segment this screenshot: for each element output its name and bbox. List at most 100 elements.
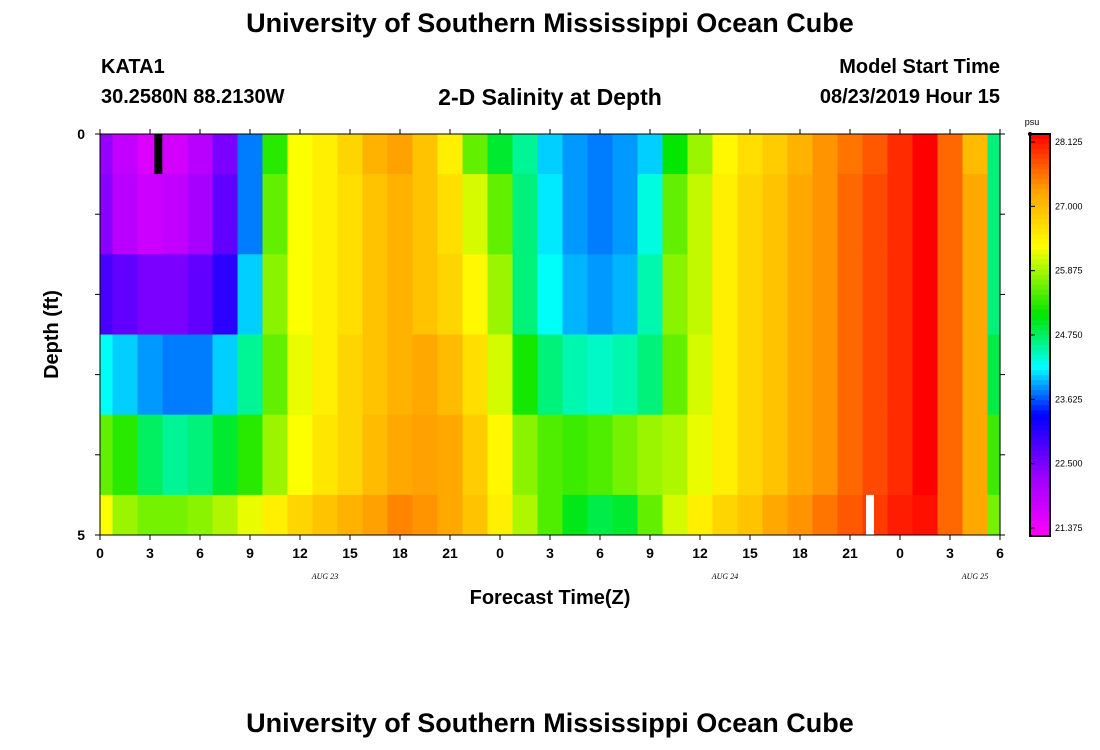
heatmap-cell xyxy=(637,174,664,255)
heatmap-cell xyxy=(637,334,664,416)
heatmap-cell xyxy=(637,134,664,175)
heatmap-cells xyxy=(100,134,1001,536)
x-tick-label: 21 xyxy=(842,545,858,561)
heatmap-cell xyxy=(737,254,764,335)
colorbar-segment xyxy=(1030,159,1050,165)
heatmap-cell xyxy=(437,174,464,255)
colorbar-segment xyxy=(1030,340,1050,346)
heatmap-cell xyxy=(387,334,414,416)
colorbar-segment xyxy=(1030,505,1050,512)
heatmap-cell xyxy=(512,334,539,416)
colorbar-segment xyxy=(1030,400,1050,406)
heatmap-cell xyxy=(962,334,989,416)
colorbar-segment xyxy=(1030,450,1050,457)
heatmap-cell xyxy=(762,254,789,335)
heatmap-cell xyxy=(987,494,1001,536)
heatmap-cell xyxy=(362,174,389,255)
colorbar-segment xyxy=(1030,480,1050,487)
x-tick-label: 6 xyxy=(996,545,1004,561)
heatmap-cell xyxy=(762,174,789,255)
colorbar-segment xyxy=(1030,500,1050,507)
colorbar-segment xyxy=(1030,460,1050,467)
heatmap-cell xyxy=(437,414,464,496)
y-tick-label: 5 xyxy=(77,527,85,543)
heatmap-cell xyxy=(212,494,239,536)
heatmap-cell xyxy=(787,174,814,255)
colorbar-unit-label: psu xyxy=(1025,117,1040,127)
colorbar-segment xyxy=(1030,279,1050,286)
heatmap-cell xyxy=(937,334,964,416)
colorbar-segment xyxy=(1030,249,1050,256)
heatmap-cell xyxy=(362,134,389,175)
heatmap-cell xyxy=(387,134,414,175)
heatmap-cell xyxy=(687,414,714,496)
heatmap-cell xyxy=(312,174,339,255)
x-date-label: AUG 25 xyxy=(961,572,988,581)
heatmap-cell xyxy=(637,414,664,496)
heatmap-cell xyxy=(212,334,239,416)
heatmap-cell xyxy=(937,254,964,335)
heatmap-cell xyxy=(112,174,139,255)
heatmap-cell xyxy=(537,414,564,496)
heatmap-cell xyxy=(437,134,464,175)
heatmap-cell xyxy=(862,414,889,496)
colorbar-segment xyxy=(1030,244,1050,251)
heatmap-cell xyxy=(812,494,839,536)
heatmap-cell xyxy=(562,414,589,496)
heatmap-cell xyxy=(987,174,1001,255)
x-tick-label: 18 xyxy=(392,545,408,561)
x-tick-label: 0 xyxy=(96,545,104,561)
heatmap-cell xyxy=(837,494,864,536)
heatmap-cell xyxy=(937,414,964,496)
heatmap-cell xyxy=(362,414,389,496)
heatmap-cell xyxy=(887,174,914,255)
colorbar-segment xyxy=(1030,515,1050,522)
colorbar-segment xyxy=(1030,510,1050,517)
colorbar-segment xyxy=(1030,360,1050,366)
x-tick-label: 0 xyxy=(896,545,904,561)
heatmap-cell xyxy=(512,414,539,496)
heatmap-cell xyxy=(437,334,464,416)
chart-title: 2-D Salinity at Depth xyxy=(438,84,662,110)
heatmap-cell xyxy=(962,494,989,536)
heatmap-cell xyxy=(787,254,814,335)
colorbar-segment xyxy=(1030,440,1050,447)
heatmap-cell xyxy=(712,174,739,255)
x-tick-label: 6 xyxy=(596,545,604,561)
colorbar-segment xyxy=(1030,219,1050,226)
heatmap-cell xyxy=(162,414,189,496)
heatmap-cell xyxy=(162,494,189,536)
heatmap-cell xyxy=(137,174,164,255)
heatmap-cell xyxy=(862,174,889,255)
colorbar-segment xyxy=(1030,239,1050,246)
heatmap-cell xyxy=(237,174,264,255)
heatmap-cell xyxy=(887,414,914,496)
colorbar-segment xyxy=(1030,420,1050,427)
heatmap-cell xyxy=(762,494,789,536)
colorbar-segment xyxy=(1030,520,1050,527)
heatmap-cell xyxy=(387,254,414,335)
heatmap-cell xyxy=(287,174,314,255)
colorbar-segment xyxy=(1030,435,1050,442)
heatmap-cell xyxy=(112,494,139,536)
heatmap-cell xyxy=(212,134,239,175)
x-tick-label: 9 xyxy=(246,545,254,561)
heatmap-cell xyxy=(762,414,789,496)
colorbar-segment xyxy=(1030,385,1050,391)
heatmap-cell xyxy=(387,174,414,255)
colorbar-segment xyxy=(1030,380,1050,386)
heatmap-cell xyxy=(962,174,989,255)
x-tick-label: 9 xyxy=(646,545,654,561)
colorbar-tick-label: 28.125 xyxy=(1055,137,1083,147)
heatmap-cell xyxy=(712,414,739,496)
heatmap-cell xyxy=(487,414,514,496)
heatmap-cell xyxy=(937,134,964,175)
colorbar-segment xyxy=(1030,184,1050,190)
heatmap-cell xyxy=(787,134,814,175)
heatmap-cell xyxy=(162,254,189,335)
x-date-label: AUG 23 xyxy=(311,572,338,581)
colorbar-corner-dot xyxy=(1028,132,1032,136)
footer-title: University of Southern Mississippi Ocean… xyxy=(246,708,854,738)
heatmap-cell xyxy=(112,254,139,335)
heatmap-cell xyxy=(712,494,739,536)
